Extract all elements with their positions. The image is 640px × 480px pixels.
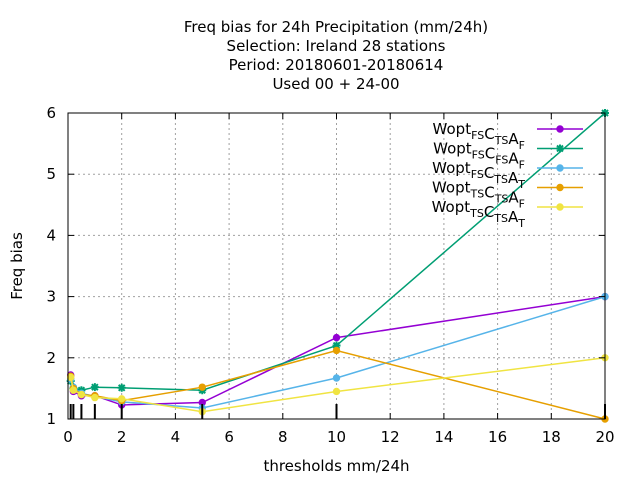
series-line [69,349,606,420]
legend-swatch-marker [556,183,564,192]
data-point [77,390,86,399]
y-tick-label: 6 [46,104,56,122]
legend-entry-0: WoptFSCTSAF [433,120,583,152]
title-line-1: Selection: Ireland 28 stations [227,37,446,55]
data-point [332,341,341,350]
legend-text: C [484,203,494,221]
data-point [66,373,75,382]
legend-subscript: FS [472,149,485,162]
legend-subscript: TS [493,173,508,186]
x-tick-label: 8 [278,428,288,446]
data-point [118,395,126,403]
legend-text: Wopt [433,120,472,138]
x-tick-label: 2 [117,428,127,446]
title-line-3: Used 00 + 24-00 [272,75,399,93]
legend: WoptFSCTSAFWoptFSCFSAFWoptFSCTSATWoptTSC… [432,120,583,230]
data-point [91,393,99,402]
legend-text: Wopt [432,179,471,197]
legend-subscript: F [519,198,525,211]
legend-text: C [484,125,494,143]
legend-label: WoptFSCFSAF [433,140,525,172]
legend-subscript: TS [469,207,484,220]
legend-text: C [485,145,495,163]
x-tick-label: 18 [542,428,561,446]
legend-entry-1: WoptFSCFSAF [433,140,583,172]
legend-label: WoptTSCTSAT [432,198,526,230]
x-axis-label: thresholds mm/24h [263,457,409,475]
legend-text: A [508,208,519,226]
legend-swatch-marker [556,164,564,172]
x-tick-label: 16 [488,428,507,446]
legend-text: A [508,130,519,148]
x-tick-label: 6 [224,428,234,446]
legend-label: WoptFSCTSAT [432,159,525,191]
legend-subscript: FS [471,168,484,181]
legend-text: A [508,150,519,168]
series-area [66,109,609,423]
legend-text: C [484,184,494,202]
legend-text: Wopt [432,198,471,216]
legend-subscript: TS [494,134,509,147]
legend-swatch-marker [556,144,564,153]
data-point [69,386,78,394]
legend-subscript: F [519,139,525,152]
legend-text: Wopt [433,140,472,158]
legend-text: C [484,164,494,182]
series-4 [66,354,609,416]
legend-label: WoptTSCTSAF [432,179,525,211]
title-line-0: Freq bias for 24h Precipitation (mm/24h) [184,18,488,36]
x-tick-label: 20 [595,428,614,446]
legend-swatch-marker [556,203,564,211]
x-tick-label: 10 [327,428,346,446]
data-point [117,383,126,392]
legend-subscript: TS [470,188,485,201]
data-point [90,383,99,392]
legend-subscript: TS [494,193,509,206]
y-tick-label: 1 [46,410,56,428]
y-axis-label: Freq bias [8,232,26,300]
data-point [332,374,341,382]
legend-entry-3: WoptTSCTSAF [432,179,583,211]
x-tick-label: 14 [434,428,453,446]
legend-subscript: T [517,217,525,230]
y-tick-label: 5 [46,165,56,183]
data-point [332,387,341,396]
legend-text: A [508,189,519,207]
legend-subscript: FS [495,154,508,167]
legend-subscript: F [519,159,525,172]
legend-label: WoptFSCTSAF [433,120,525,152]
legend-entry-2: WoptFSCTSAT [432,159,583,191]
title-line-2: Period: 20180601-20180614 [229,56,444,74]
observation-marks [69,404,606,419]
data-point [332,333,341,342]
legend-swatch-marker [556,125,564,133]
series-line [69,357,606,413]
legend-subscript: T [517,178,525,191]
y-tick-label: 2 [46,349,56,367]
legend-entry-4: WoptTSCTSAT [432,198,583,230]
data-point [332,346,341,355]
y-tick-label: 3 [46,288,56,306]
grid [68,113,605,419]
y-tick-label: 4 [46,226,56,244]
legend-text: A [508,169,519,187]
legend-text: Wopt [432,159,471,177]
x-tick-label: 4 [171,428,181,446]
x-tick-label: 12 [381,428,400,446]
data-point [198,383,206,391]
chart-title: Freq bias for 24h Precipitation (mm/24h)… [184,18,488,93]
series-3 [66,346,609,423]
legend-subscript: TS [493,212,508,225]
x-tick-label: 0 [63,428,73,446]
legend-subscript: FS [471,129,484,142]
